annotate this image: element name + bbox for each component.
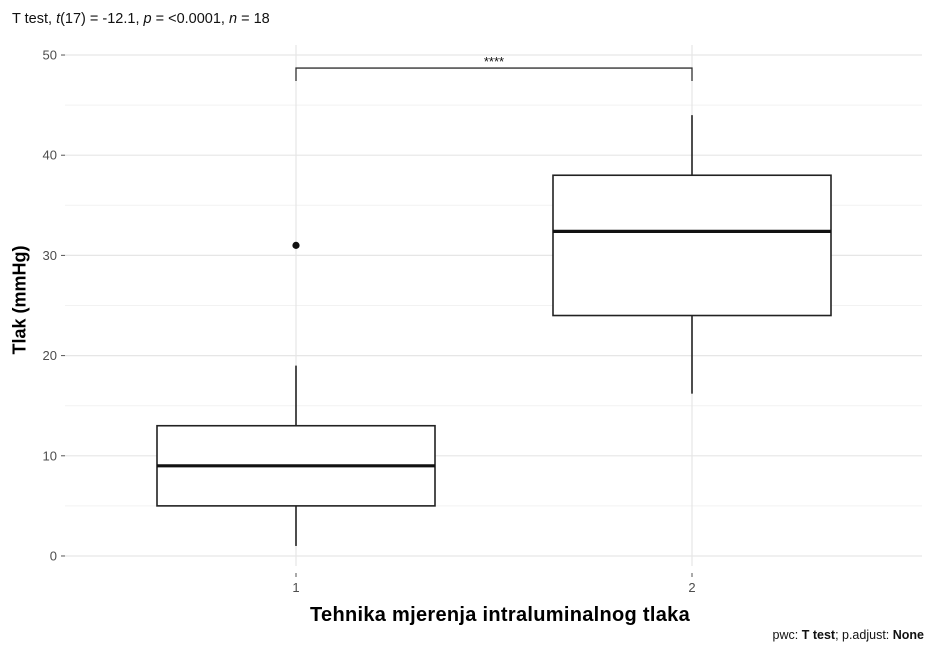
- y-axis-label: Tlak (mmHg): [9, 245, 30, 355]
- box-iqr: [552, 174, 832, 317]
- axes: 0 10 20 30 40 50 1 2: [43, 48, 696, 595]
- caption-method: T test: [801, 628, 836, 642]
- y-tick-label: 30: [43, 248, 57, 263]
- caption-adjust: None: [892, 628, 924, 642]
- subtitle-df-part: (17) = -12.1,: [60, 11, 144, 27]
- boxes: [156, 115, 832, 546]
- outlier-point: [292, 241, 300, 249]
- x-tick-label: 1: [292, 580, 299, 595]
- significance-label: ****: [484, 54, 504, 69]
- caption-middle: ; p.adjust:: [835, 628, 893, 642]
- y-tick-label: 0: [50, 548, 57, 563]
- x-axis-label: Tehnika mjerenja intraluminalnog tlaka: [309, 604, 690, 626]
- significance-annotation: ****: [295, 54, 693, 82]
- subtitle-n-part: = 18: [237, 11, 270, 27]
- significance-bracket: [295, 67, 693, 82]
- y-tick-label: 40: [43, 148, 57, 163]
- chart-caption: pwc: T test; p.adjust: None: [773, 628, 924, 642]
- y-tick-label: 20: [43, 348, 57, 363]
- x-tick-label: 2: [688, 580, 695, 595]
- caption-prefix: pwc:: [772, 628, 802, 642]
- subtitle-p-part: = <0.0001,: [151, 11, 229, 27]
- chart-subtitle: T test, t(17) = -12.1, p = <0.0001, n = …: [12, 11, 270, 27]
- subtitle-prefix: T test,: [12, 11, 57, 27]
- subtitle-t-symbol: t: [56, 11, 61, 27]
- subtitle-p-symbol: p: [143, 11, 152, 27]
- y-tick-label: 50: [43, 48, 57, 63]
- y-tick-label: 10: [43, 448, 57, 463]
- subtitle-n-symbol: n: [229, 11, 238, 27]
